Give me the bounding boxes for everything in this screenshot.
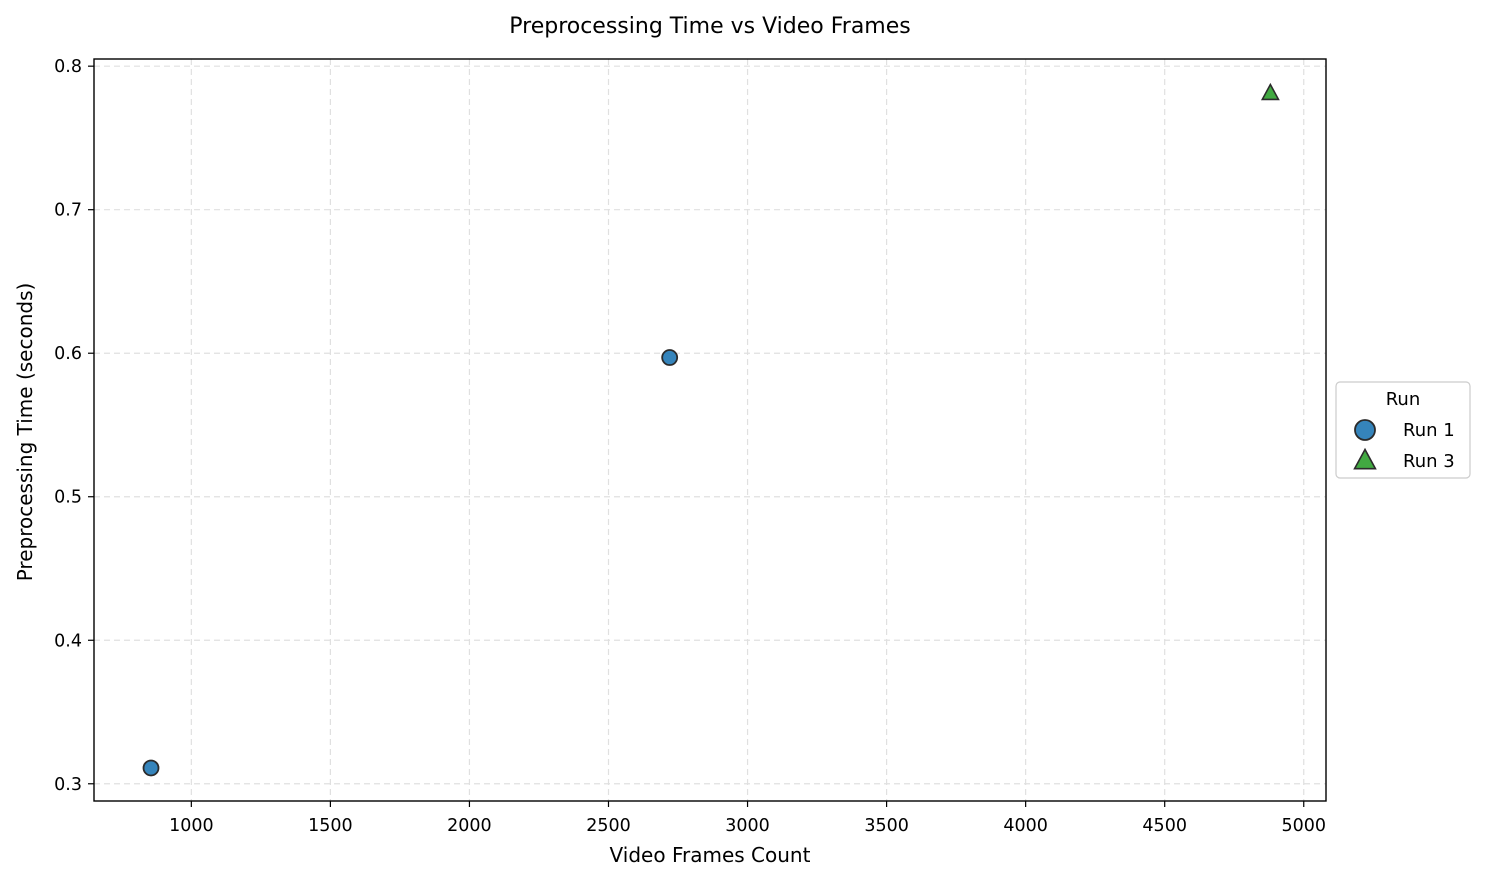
x-tick-label: 2500 xyxy=(586,816,631,836)
chart-title: Preprocessing Time vs Video Frames xyxy=(509,14,910,39)
circle-data-point xyxy=(142,759,160,777)
legend-triangle-marker xyxy=(1353,447,1377,470)
x-tick-label: 5000 xyxy=(1281,816,1326,836)
x-tick-label: 4000 xyxy=(1003,816,1048,836)
legend-circle-marker xyxy=(1354,419,1376,441)
y-tick-label: 0.7 xyxy=(54,201,82,221)
data-points xyxy=(142,82,1280,777)
y-tick-label: 0.5 xyxy=(54,488,82,508)
legend-frame xyxy=(1335,381,1471,479)
x-tick-label: 4500 xyxy=(1142,816,1187,836)
legend-title: Run xyxy=(1386,389,1421,410)
plot-frame xyxy=(93,58,1327,802)
x-axis: 1000 1500 2000 2500 3000 3500 4000 4500 5000 xyxy=(169,801,1326,836)
x-tick-label: 1000 xyxy=(169,816,214,836)
legend-entry-label: Run 3 xyxy=(1403,451,1455,472)
y-tick-label: 0.3 xyxy=(54,775,82,795)
y-tick-label: 0.8 xyxy=(54,57,82,77)
circle-data-point xyxy=(661,349,679,366)
x-tick-label: 2000 xyxy=(447,816,492,836)
legend-entry-label: Run 1 xyxy=(1403,420,1455,441)
x-tick-label: 3500 xyxy=(864,816,909,836)
y-axis: 0.3 0.4 0.5 0.6 0.7 0.8 xyxy=(54,57,94,795)
grid xyxy=(94,59,1326,801)
legend: Run Run 1 Run 3 xyxy=(1335,381,1471,479)
x-tick-label: 1500 xyxy=(308,816,353,836)
y-tick-label: 0.4 xyxy=(54,631,82,651)
y-axis-label: Preprocessing Time (seconds) xyxy=(13,283,37,582)
y-tick-label: 0.6 xyxy=(54,344,82,364)
x-tick-label: 3000 xyxy=(725,816,770,836)
triangle-data-point xyxy=(1260,82,1280,101)
x-axis-label: Video Frames Count xyxy=(610,843,811,867)
